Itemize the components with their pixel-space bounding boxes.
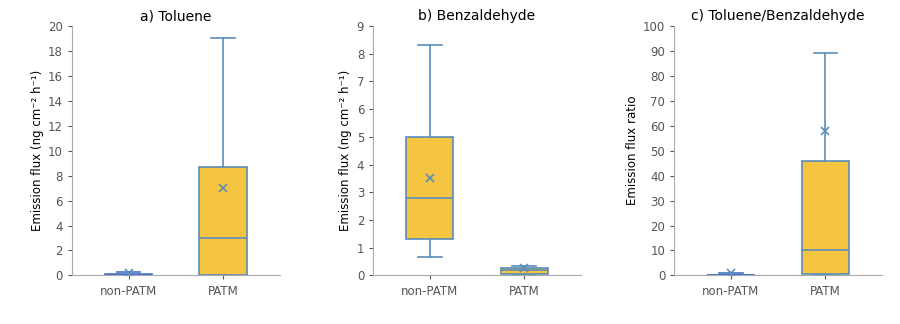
Title: a) Toluene: a) Toluene (140, 9, 212, 23)
PathPatch shape (406, 137, 454, 239)
PathPatch shape (500, 268, 548, 274)
PathPatch shape (105, 274, 152, 275)
Y-axis label: Emission flux (ng cm⁻² h⁻¹): Emission flux (ng cm⁻² h⁻¹) (339, 70, 353, 231)
Y-axis label: Emission flux (ng cm⁻² h⁻¹): Emission flux (ng cm⁻² h⁻¹) (31, 70, 44, 231)
PathPatch shape (200, 167, 247, 275)
Title: c) Toluene/Benzaldehyde: c) Toluene/Benzaldehyde (691, 9, 865, 23)
Y-axis label: Emission flux ratio: Emission flux ratio (626, 96, 639, 205)
PathPatch shape (802, 161, 849, 274)
Title: b) Benzaldehyde: b) Benzaldehyde (418, 9, 536, 23)
